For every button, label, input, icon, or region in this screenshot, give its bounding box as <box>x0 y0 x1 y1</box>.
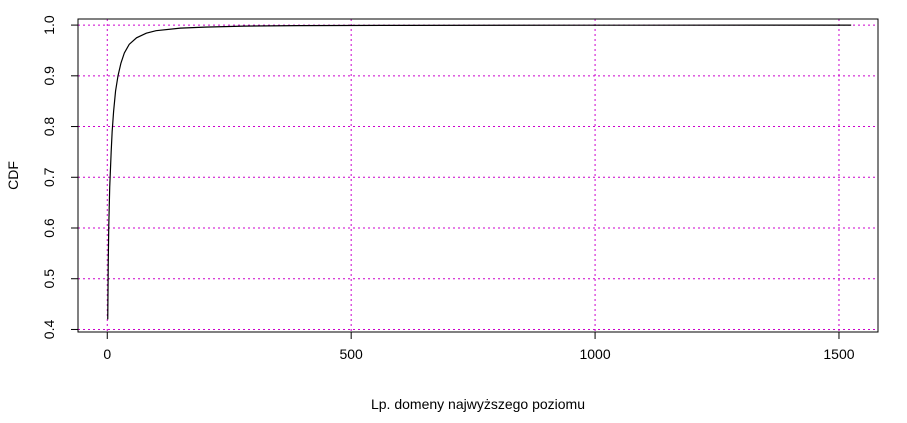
y-axis-title: CDF <box>5 161 21 190</box>
y-tick-label: 0.9 <box>41 66 57 86</box>
y-tick-label: 1.0 <box>41 15 57 35</box>
x-tick-label: 0 <box>103 346 111 362</box>
y-tick-label: 0.5 <box>41 269 57 289</box>
y-tick-label: 0.7 <box>41 167 57 187</box>
x-tick-label: 1500 <box>823 346 854 362</box>
y-tick-label: 0.6 <box>41 218 57 238</box>
plot-frame <box>77 18 879 333</box>
x-tick-label: 1000 <box>579 346 610 362</box>
grid-lines <box>78 19 878 332</box>
y-tick-label: 0.8 <box>41 117 57 137</box>
axes: 0 500 1000 1500 0.4 0.5 0.6 0.7 0.8 0.9 1.0 <box>41 15 855 362</box>
cdf-line <box>107 24 852 320</box>
x-axis-title: Lp. domeny najwyższego poziomu <box>371 396 585 412</box>
y-tick-label: 0.4 <box>41 320 57 340</box>
x-tick-label: 500 <box>339 346 363 362</box>
series-layer <box>107 24 852 320</box>
